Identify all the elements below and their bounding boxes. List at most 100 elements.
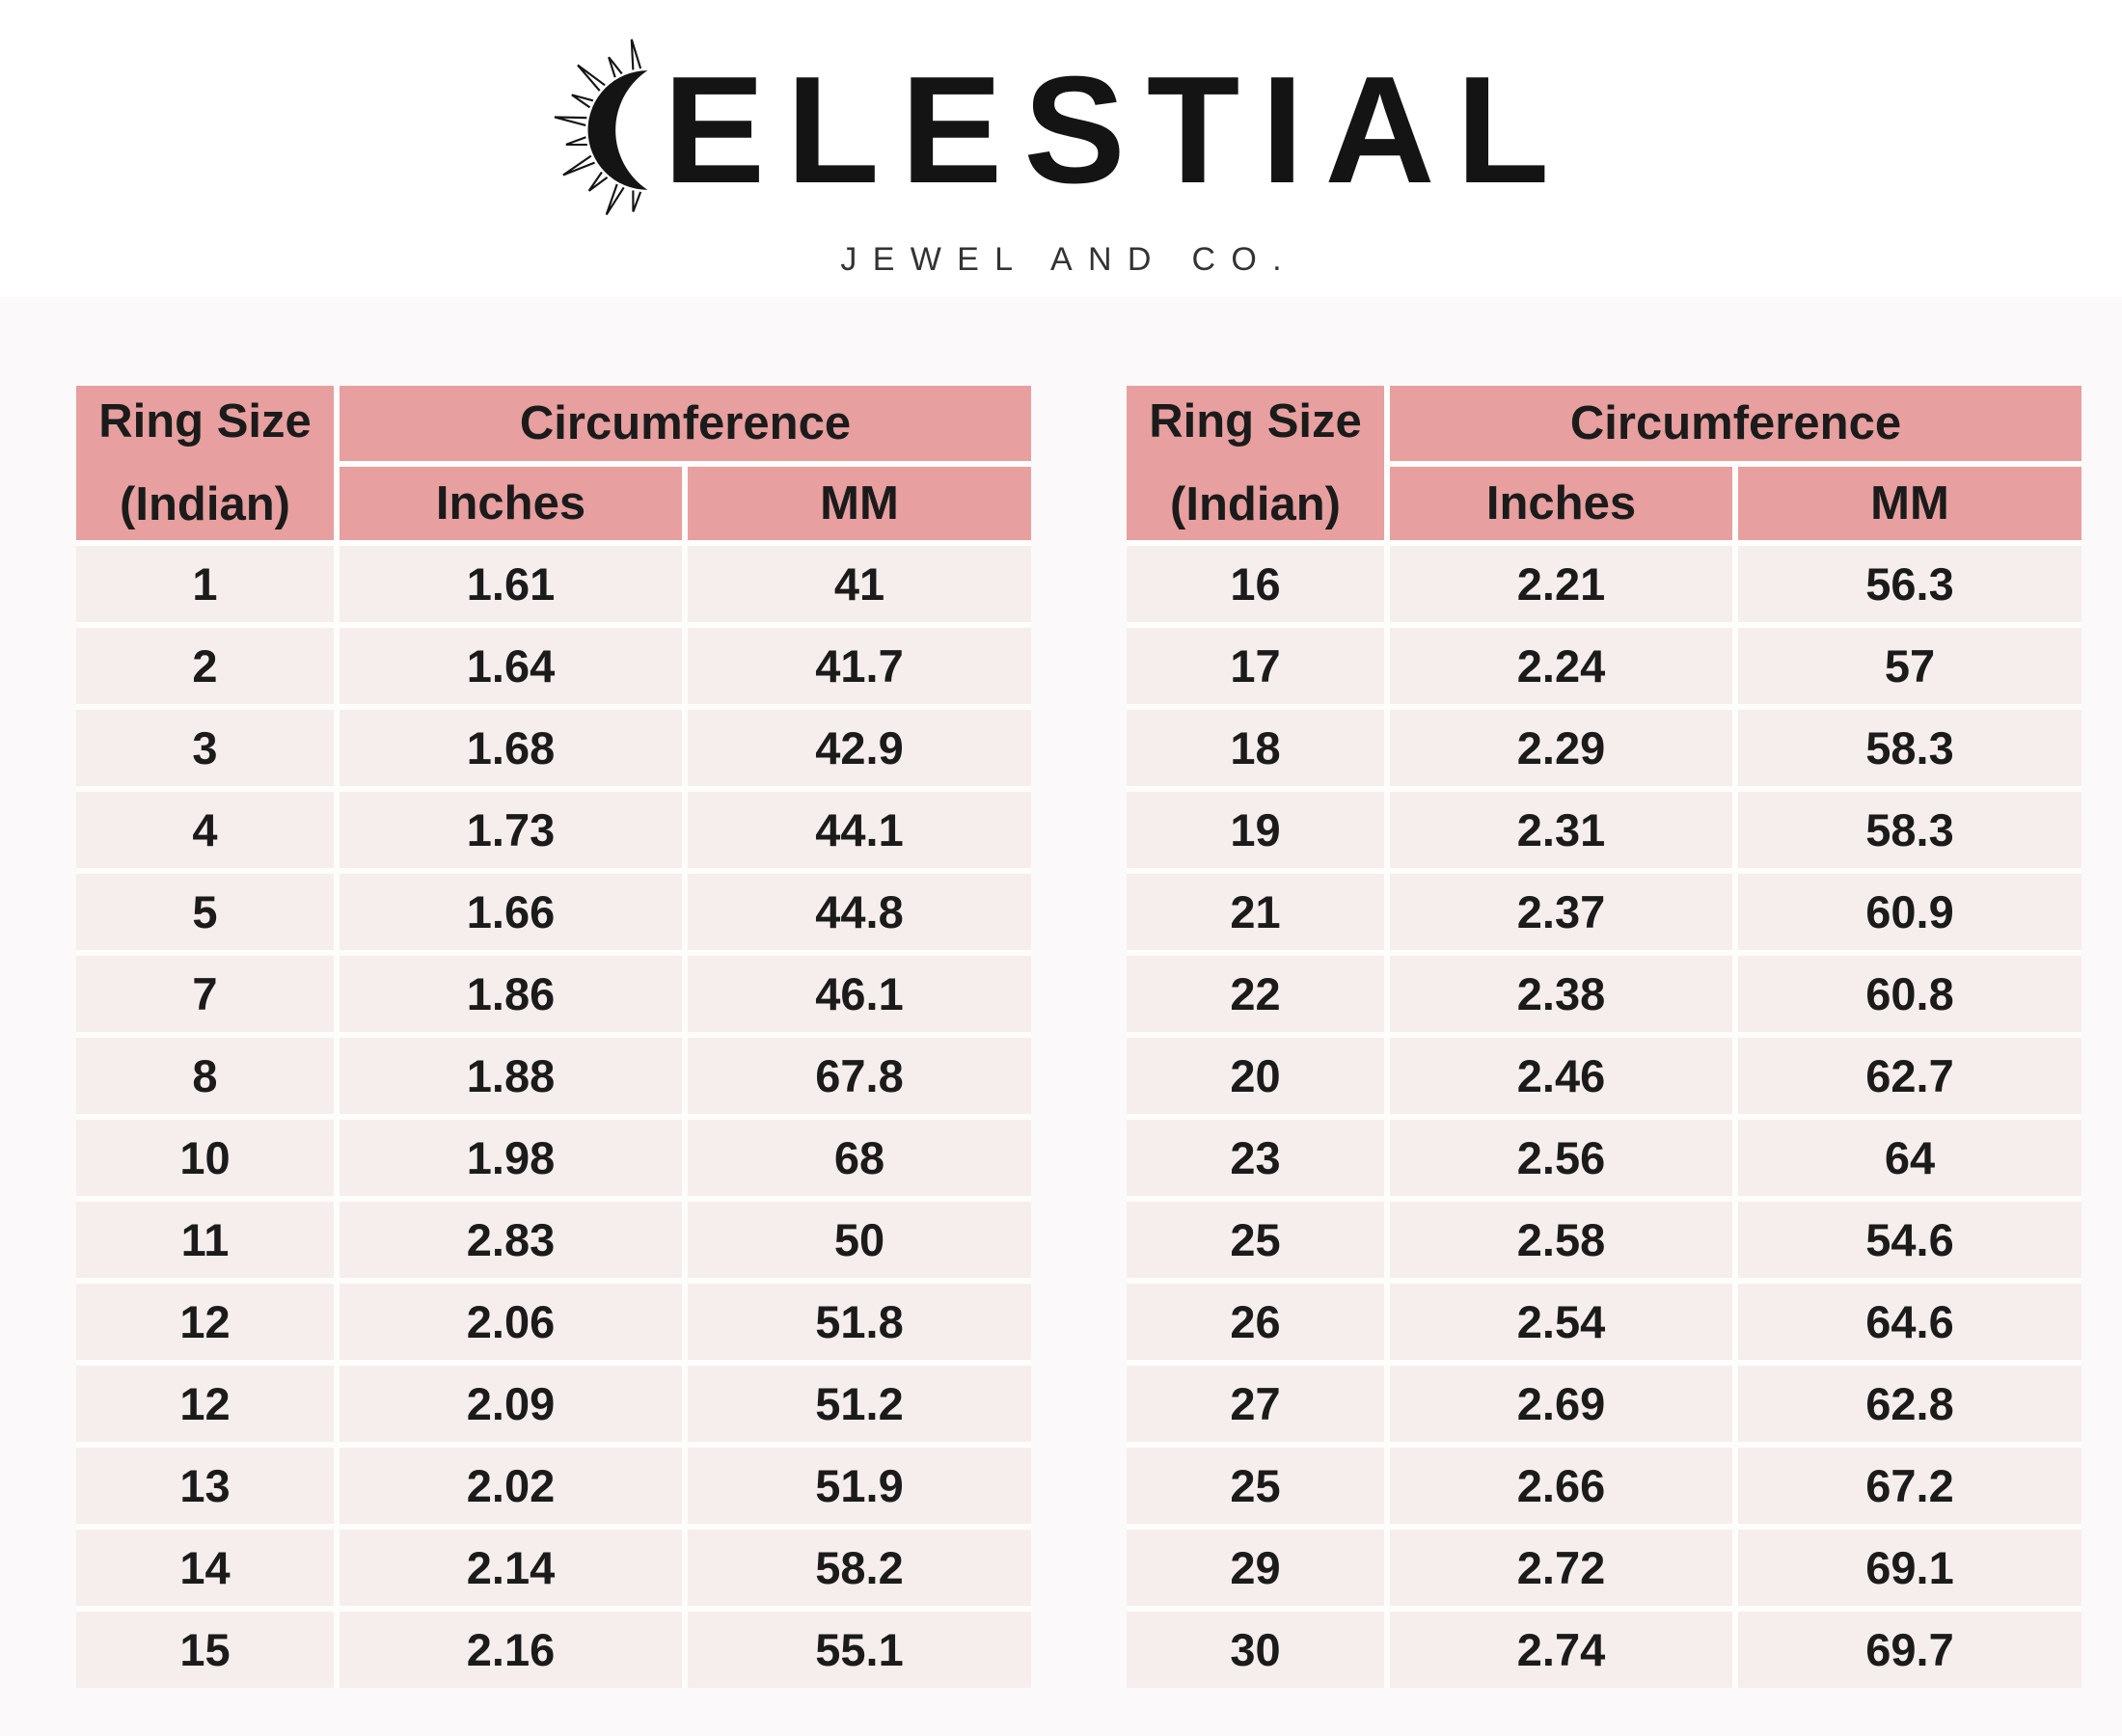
mm-header-cell: MM: [1738, 467, 2081, 540]
inches-cell: 2.54: [1390, 1284, 1732, 1360]
inches-cell: 1.61: [340, 546, 682, 622]
ring-size-cell: 19: [1127, 792, 1384, 868]
ring-size-cell: 21: [1127, 874, 1384, 950]
ring-size-header-cell: Ring Size (Indian): [76, 386, 334, 540]
inches-cell: 1.66: [340, 874, 682, 950]
inches-cell: 2.37: [1390, 874, 1732, 950]
inches-cell: 2.06: [340, 1284, 682, 1360]
inches-header-cell: Inches: [1390, 467, 1732, 540]
ring-size-cell: 23: [1127, 1120, 1384, 1196]
mm-cell: 64.6: [1738, 1284, 2081, 1360]
mm-cell: 56.3: [1738, 546, 2081, 622]
ring-size-cell: 12: [76, 1366, 334, 1442]
brand-subtitle: JEWEL AND CO.: [840, 241, 1297, 278]
inches-header-cell: Inches: [340, 467, 682, 540]
mm-cell: 58.2: [688, 1530, 1031, 1606]
mm-cell: 44.8: [688, 874, 1031, 950]
brand-name-row: ELESTIAL: [552, 35, 1571, 226]
ring-size-cell: 27: [1127, 1366, 1384, 1442]
mm-cell: 60.9: [1738, 874, 2081, 950]
brand-logo: ELESTIAL JEWEL AND CO.: [0, 35, 2122, 279]
inches-cell: 1.88: [340, 1038, 682, 1114]
ring-size-cell: 11: [76, 1202, 334, 1278]
inches-cell: 2.16: [340, 1612, 682, 1688]
inches-cell: 2.24: [1390, 628, 1732, 704]
ring-size-cell: 14: [76, 1530, 334, 1606]
mm-cell: 60.8: [1738, 956, 2081, 1032]
mm-cell: 58.3: [1738, 710, 2081, 786]
brand-name: ELESTIAL: [663, 45, 1571, 215]
inches-cell: 1.64: [340, 628, 682, 704]
mm-cell: 51.9: [688, 1448, 1031, 1524]
mm-cell: 62.7: [1738, 1038, 2081, 1114]
inches-cell: 2.56: [1390, 1120, 1732, 1196]
inches-cell: 2.29: [1390, 710, 1732, 786]
mm-cell: 44.1: [688, 792, 1031, 868]
inches-cell: 2.74: [1390, 1612, 1732, 1688]
mm-cell: 51.2: [688, 1366, 1031, 1442]
ring-size-cell: 18: [1127, 710, 1384, 786]
ring-size-cell: 16: [1127, 546, 1384, 622]
ring-size-cell: 22: [1127, 956, 1384, 1032]
inches-cell: 1.86: [340, 956, 682, 1032]
inches-cell: 2.69: [1390, 1366, 1732, 1442]
mm-cell: 68: [688, 1120, 1031, 1196]
mm-cell: 69.1: [1738, 1530, 2081, 1606]
mm-cell: 42.9: [688, 710, 1031, 786]
mm-cell: 58.3: [1738, 792, 2081, 868]
mm-cell: 67.2: [1738, 1448, 2081, 1524]
inches-cell: 1.73: [340, 792, 682, 868]
mm-cell: 62.8: [1738, 1366, 2081, 1442]
ring-size-cell: 30: [1127, 1612, 1384, 1688]
sun-crescent-icon: [554, 39, 648, 216]
mm-cell: 67.8: [688, 1038, 1031, 1114]
inches-cell: 2.66: [1390, 1448, 1732, 1524]
inches-cell: 2.58: [1390, 1202, 1732, 1278]
mm-cell: 41: [688, 546, 1031, 622]
ring-size-cell: 20: [1127, 1038, 1384, 1114]
inches-cell: 2.02: [340, 1448, 682, 1524]
ring-size-cell: 10: [76, 1120, 334, 1196]
ring-size-cell: 25: [1127, 1202, 1384, 1278]
circumference-header-cell: Circumference: [340, 386, 1031, 461]
ring-size-cell: 13: [76, 1448, 334, 1524]
ring-size-cell: 8: [76, 1038, 334, 1114]
ring-size-header-cell: Ring Size (Indian): [1127, 386, 1384, 540]
mm-cell: 57: [1738, 628, 2081, 704]
mm-cell: 69.7: [1738, 1612, 2081, 1688]
mm-cell: 41.7: [688, 628, 1031, 704]
ring-size-cell: 2: [76, 628, 334, 704]
ring-size-cell: 15: [76, 1612, 334, 1688]
mm-cell: 46.1: [688, 956, 1031, 1032]
ring-size-cell: 17: [1127, 628, 1384, 704]
mm-cell: 54.6: [1738, 1202, 2081, 1278]
mm-cell: 50: [688, 1202, 1031, 1278]
top-white-band: [0, 0, 2122, 297]
inches-cell: 2.83: [340, 1202, 682, 1278]
ring-size-header-line1: Ring Size: [98, 395, 312, 448]
ring-size-table-left: Ring Size (Indian) Circumference Inches …: [76, 386, 1031, 1688]
mm-cell: 51.8: [688, 1284, 1031, 1360]
inches-cell: 2.14: [340, 1530, 682, 1606]
circumference-header-cell: Circumference: [1390, 386, 2081, 461]
inches-cell: 2.09: [340, 1366, 682, 1442]
ring-size-header-line2: (Indian): [120, 478, 290, 530]
inches-cell: 2.38: [1390, 956, 1732, 1032]
ring-size-cell: 3: [76, 710, 334, 786]
ring-size-cell: 25: [1127, 1448, 1384, 1524]
inches-cell: 1.68: [340, 710, 682, 786]
ring-size-cell: 12: [76, 1284, 334, 1360]
mm-cell: 64: [1738, 1120, 2081, 1196]
mm-cell: 55.1: [688, 1612, 1031, 1688]
ring-size-cell: 5: [76, 874, 334, 950]
ring-size-cell: 26: [1127, 1284, 1384, 1360]
inches-cell: 2.72: [1390, 1530, 1732, 1606]
ring-size-header-line2: (Indian): [1170, 478, 1341, 530]
inches-cell: 1.98: [340, 1120, 682, 1196]
inches-cell: 2.31: [1390, 792, 1732, 868]
mm-header-cell: MM: [688, 467, 1031, 540]
inches-cell: 2.21: [1390, 546, 1732, 622]
ring-size-cell: 29: [1127, 1530, 1384, 1606]
ring-size-cell: 4: [76, 792, 334, 868]
ring-size-cell: 7: [76, 956, 334, 1032]
